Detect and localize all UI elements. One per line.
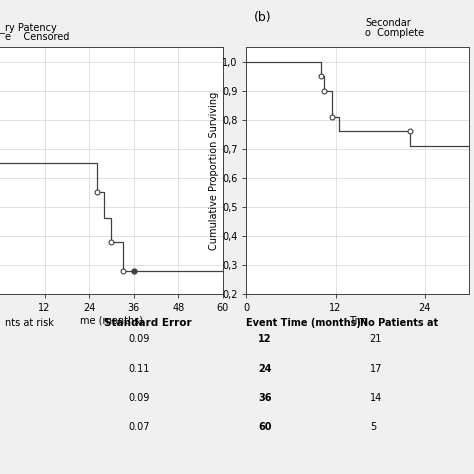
Y-axis label: Cumulative Proportion Surviving: Cumulative Proportion Surviving <box>209 91 219 250</box>
Text: 0.09: 0.09 <box>128 334 149 344</box>
Text: 60: 60 <box>258 422 272 432</box>
Text: Standard Error: Standard Error <box>104 318 192 328</box>
Text: (b): (b) <box>254 11 271 24</box>
Text: ry Patency: ry Patency <box>5 23 56 33</box>
X-axis label: Tim: Tim <box>349 316 367 326</box>
Text: 14: 14 <box>370 393 382 403</box>
X-axis label: me (months): me (months) <box>80 316 143 326</box>
Text: 21: 21 <box>370 334 382 344</box>
Text: 0.09: 0.09 <box>128 393 149 403</box>
Text: 17: 17 <box>370 364 382 374</box>
Text: Secondar: Secondar <box>365 18 411 28</box>
Text: 12: 12 <box>258 334 272 344</box>
Text: o  Complete: o Complete <box>365 27 424 37</box>
Text: 5: 5 <box>370 422 376 432</box>
Text: 0.07: 0.07 <box>128 422 149 432</box>
Text: 0.11: 0.11 <box>128 364 149 374</box>
Text: 36: 36 <box>258 393 272 403</box>
Text: Event Time (months): Event Time (months) <box>246 318 361 328</box>
Text: 24: 24 <box>258 364 272 374</box>
Text: nts at risk: nts at risk <box>5 318 54 328</box>
Text: No Patients at: No Patients at <box>360 318 438 328</box>
Text: e    Censored: e Censored <box>5 32 69 42</box>
